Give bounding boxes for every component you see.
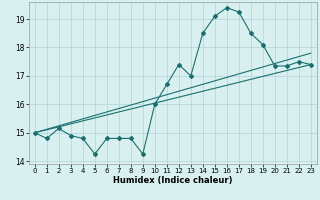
X-axis label: Humidex (Indice chaleur): Humidex (Indice chaleur) xyxy=(113,176,233,185)
